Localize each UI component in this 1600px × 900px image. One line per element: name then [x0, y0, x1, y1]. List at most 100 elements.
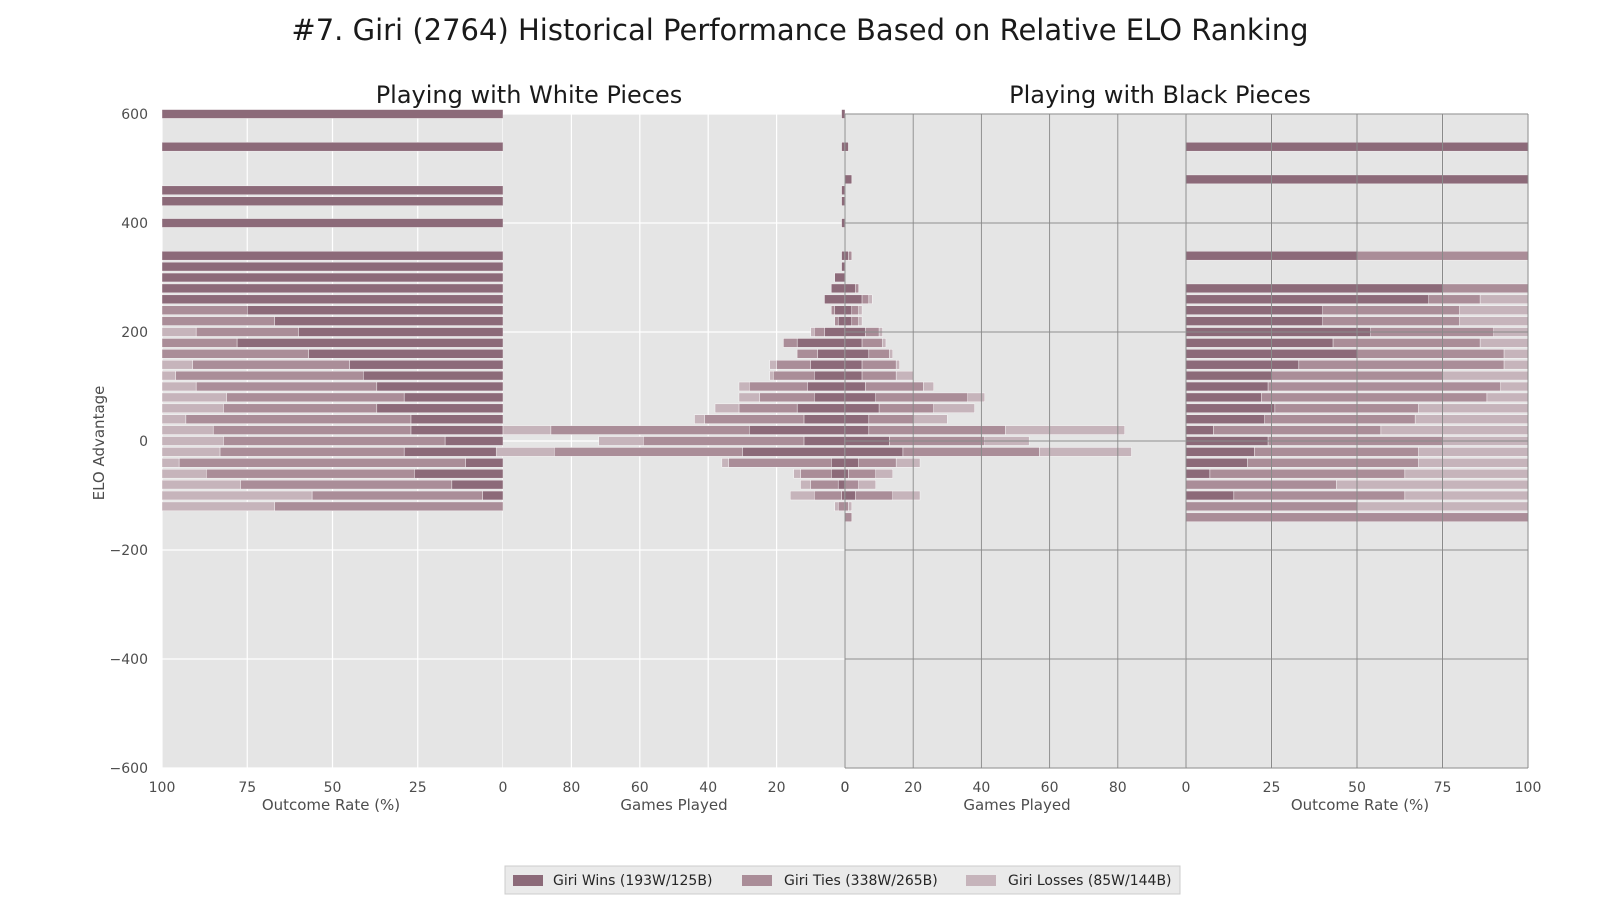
bar-ties [643, 436, 805, 446]
bar-losses [895, 458, 921, 468]
bar-losses [875, 469, 893, 479]
bar-losses [161, 501, 275, 512]
bar-ties [161, 305, 248, 315]
bar-ties [223, 436, 446, 446]
bar-wins [837, 479, 846, 490]
legend-swatch-wins [513, 875, 543, 886]
x-tick-label: 80 [1109, 780, 1127, 796]
bar-losses [161, 425, 214, 435]
x-tick-label: 25 [1263, 780, 1281, 796]
bar-wins [844, 392, 876, 403]
bar-losses [810, 327, 815, 337]
bar-ties [759, 392, 815, 403]
bar-losses [1404, 469, 1529, 479]
bar-ties [783, 338, 798, 348]
x-tick-label: 0 [841, 780, 850, 796]
bar-losses [868, 294, 873, 304]
bar-wins [844, 381, 866, 392]
x-tick-label: 20 [904, 780, 922, 796]
bar-wins [1185, 458, 1248, 468]
bar-ties [855, 283, 859, 294]
bar-wins [834, 305, 846, 315]
x-tick-label: 0 [841, 780, 850, 796]
x-tick-label: 50 [1348, 780, 1366, 796]
panel-white-outcome-rate: Playing with White Pieces Outcome Rate (… [149, 81, 683, 814]
bar-wins [814, 392, 846, 403]
bar-wins [161, 142, 504, 152]
bar-wins [844, 294, 863, 304]
bar-ties [844, 512, 853, 522]
bar-wins [1185, 294, 1430, 304]
bar-wins [1185, 283, 1443, 294]
x-tick-label: 50 [324, 780, 342, 796]
bar-losses [161, 370, 176, 381]
bar-losses [933, 403, 975, 413]
bar-ties [161, 338, 238, 348]
bar-ties [1254, 447, 1419, 457]
bar-losses [161, 458, 180, 468]
bar-wins [410, 414, 504, 424]
bar-wins [161, 272, 504, 283]
bar-wins [444, 436, 504, 446]
bar-wins [161, 251, 504, 261]
bar-wins [803, 436, 846, 446]
bar-wins [1185, 414, 1265, 424]
bar-wins [1185, 447, 1255, 457]
bar-wins [742, 447, 846, 457]
bar-losses [1336, 479, 1529, 490]
y-tick-label: 0 [139, 434, 148, 450]
x-axis-label-black-games: Games Played [963, 796, 1070, 814]
bar-ties [834, 316, 839, 326]
y-axis-ticks: 600 400 200 0 −200 −400 −600 [110, 107, 148, 777]
x-tick-label: 100 [1515, 780, 1542, 796]
bar-ties [1322, 316, 1460, 326]
bar-wins [236, 338, 504, 348]
bar-ties [810, 479, 839, 490]
bar-ties [861, 370, 897, 381]
bar-wins [403, 392, 504, 403]
bar-ties [550, 425, 750, 435]
bar-ties [844, 501, 849, 512]
bar-ties [704, 414, 805, 424]
dark-grid-overlay [1185, 113, 1529, 769]
bar-losses [1500, 381, 1529, 392]
bar-ties [206, 469, 415, 479]
bar-ties [855, 490, 893, 501]
bar-ties [178, 458, 466, 468]
bar-ties [226, 392, 405, 403]
bar-wins [796, 338, 846, 348]
bar-losses [1479, 294, 1529, 304]
bar-ties [219, 447, 405, 457]
bar-losses [889, 349, 893, 359]
bar-wins [831, 458, 846, 468]
y-tick-label: −600 [110, 761, 148, 777]
bar-losses [1503, 349, 1529, 359]
bar-ties [1247, 458, 1419, 468]
bars [161, 109, 504, 512]
bar-wins [837, 316, 846, 326]
bar-ties [868, 414, 914, 424]
x-tick-labels: 100 75 50 25 0 [149, 780, 508, 796]
bar-losses [913, 414, 948, 424]
bar-wins [824, 294, 846, 304]
bar-wins [844, 142, 849, 152]
bar-wins [1185, 338, 1334, 348]
bar-wins [414, 469, 504, 479]
bar-ties [814, 327, 825, 337]
x-tick-label: 75 [1434, 780, 1452, 796]
bar-losses [738, 392, 760, 403]
bar-wins [844, 174, 853, 185]
bar-losses [495, 447, 555, 457]
x-tick-label: 0 [499, 780, 508, 796]
bar-ties [875, 392, 968, 403]
bar-losses [1039, 447, 1132, 457]
x-tick-labels: 0 20 40 60 80 [841, 780, 1127, 796]
chart-title: #7. Giri (2764) Historical Performance B… [291, 13, 1308, 47]
bar-losses [161, 479, 241, 490]
bar-ties [868, 349, 890, 359]
bar-losses [769, 370, 774, 381]
bar-wins [1185, 490, 1235, 501]
bar-wins [465, 458, 504, 468]
bar-ties [161, 316, 275, 326]
bar-losses [161, 414, 187, 424]
